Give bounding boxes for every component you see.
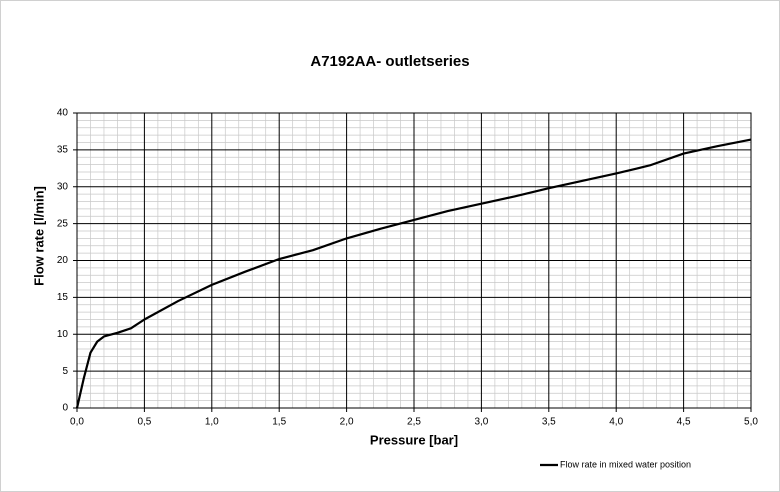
line-series: [75, 138, 752, 409]
y-tick-label: 0: [62, 403, 68, 414]
plot-border: [76, 112, 752, 409]
y-tick-label: 30: [57, 181, 69, 192]
y-tick-label: 10: [57, 329, 69, 340]
chart-title: A7192AA- outletseries: [310, 53, 469, 70]
x-tick-label: 3,5: [542, 417, 556, 428]
y-tick-label: 40: [57, 108, 69, 119]
y-tick-label: 35: [57, 145, 69, 156]
x-tick-label: 3,0: [474, 417, 488, 428]
x-axis-label: Pressure [bar]: [370, 432, 458, 447]
y-axis-label: Flow rate [l/min]: [31, 186, 46, 286]
y-tick-label: 20: [57, 255, 69, 266]
x-tick-label: 0,5: [137, 417, 151, 428]
x-tick-label: 2,5: [407, 417, 421, 428]
legend-label: Flow rate in mixed water position: [560, 459, 691, 469]
x-tick-label: 4,0: [609, 417, 623, 428]
x-tick-label: 1,0: [205, 417, 219, 428]
x-tick-label: 2,0: [340, 417, 354, 428]
x-tick-label: 4,5: [677, 417, 691, 428]
x-tick-label: 1,5: [272, 417, 286, 428]
grid: 0 5 10 15 20 25 30 35 40 0,0 0,5 1,0 1,5 2,0 2,5 3,0 3,5…: [57, 108, 759, 428]
y-tick-label: 25: [57, 218, 69, 229]
x-tick-label: 0,0: [70, 417, 84, 428]
y-tick-label: 15: [57, 292, 69, 303]
x-tick-label: 5,0: [744, 417, 758, 428]
plot: Flow rate in mixed water position: [75, 138, 752, 469]
y-tick-label: 5: [62, 366, 68, 377]
